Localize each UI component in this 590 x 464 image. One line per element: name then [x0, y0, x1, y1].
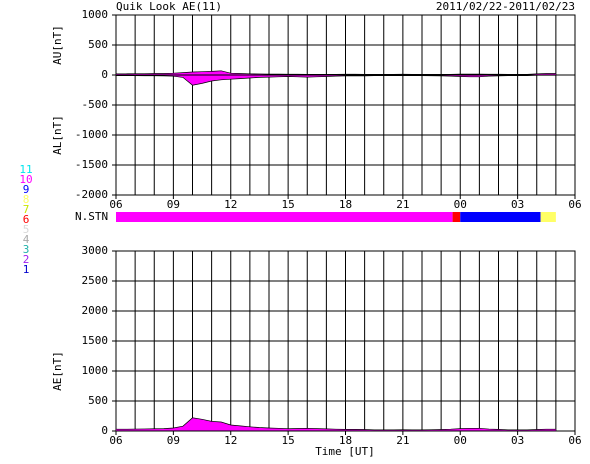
- legend-entry: 10: [19, 173, 32, 186]
- x-tick-label: 12: [224, 434, 237, 447]
- y-tick-label: 2500: [82, 274, 109, 287]
- x-tick-label: 21: [396, 198, 409, 211]
- station-segment: [452, 212, 461, 222]
- legend-entry: 4: [23, 233, 30, 246]
- y-tick-label: 1000: [82, 364, 109, 377]
- y-tick-label: 0: [101, 424, 108, 437]
- legend-entry: 9: [23, 183, 30, 196]
- area: [116, 417, 556, 431]
- x-tick-label: 03: [511, 198, 524, 211]
- area: [116, 75, 556, 86]
- y-axis-label: AE[nT]: [51, 351, 64, 391]
- area: [116, 70, 556, 75]
- legend-entry: 7: [23, 203, 30, 216]
- y-tick-label: 1000: [82, 8, 109, 21]
- y-tick-label: 500: [88, 38, 108, 51]
- y-tick-label: -500: [82, 98, 109, 111]
- x-tick-label: 18: [339, 434, 352, 447]
- y-tick-label: 2000: [82, 304, 109, 317]
- date-range: 2011/02/22-2011/02/23: [436, 0, 575, 13]
- x-tick-label: 00: [454, 198, 467, 211]
- legend-entry: 3: [23, 243, 30, 256]
- y-tick-label: -1000: [75, 128, 108, 141]
- x-tick-label: 06: [109, 434, 122, 447]
- y-axis-label: AL[nT]: [51, 115, 64, 155]
- station-label: N.STN: [75, 210, 108, 223]
- series-line: [116, 74, 556, 86]
- x-tick-label: 06: [568, 434, 581, 447]
- x-tick-label: 12: [224, 198, 237, 211]
- legend-entry: 5: [23, 223, 30, 236]
- legend-entry: 11: [19, 163, 32, 176]
- y-axis-label: AU[nT]: [51, 25, 64, 65]
- series-line: [116, 417, 556, 431]
- station-segment: [540, 212, 556, 222]
- x-tick-label: 15: [282, 434, 295, 447]
- x-axis-label: Time [UT]: [315, 445, 375, 458]
- legend-entry: 8: [23, 193, 30, 206]
- station-segment: [116, 212, 453, 222]
- x-tick-label: 06: [568, 198, 581, 211]
- y-tick-label: 1500: [82, 334, 109, 347]
- y-tick-label: -1500: [75, 158, 108, 171]
- x-tick-label: 21: [396, 434, 409, 447]
- station-segment: [460, 212, 541, 222]
- x-tick-label: 06: [109, 198, 122, 211]
- x-tick-label: 03: [511, 434, 524, 447]
- y-tick-label: -2000: [75, 188, 108, 201]
- legend-entry: 1: [23, 263, 30, 276]
- y-tick-label: 0: [101, 68, 108, 81]
- x-tick-label: 09: [167, 198, 180, 211]
- x-tick-label: 00: [454, 434, 467, 447]
- y-tick-label: 500: [88, 394, 108, 407]
- x-tick-label: 15: [282, 198, 295, 211]
- legend-entry: 6: [23, 213, 30, 226]
- chart-title: Quik Look AE(11): [116, 0, 222, 13]
- legend-entry: 2: [23, 253, 30, 266]
- y-tick-label: 3000: [82, 244, 109, 257]
- series-line: [116, 70, 556, 75]
- x-tick-label: 09: [167, 434, 180, 447]
- x-tick-label: 18: [339, 198, 352, 211]
